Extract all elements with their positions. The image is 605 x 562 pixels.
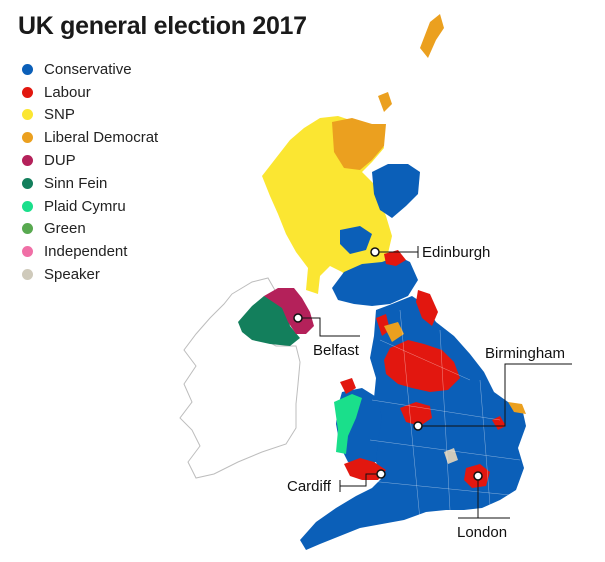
legend-swatch-snp (22, 109, 33, 121)
city-cardiff: Cardiff (287, 469, 386, 495)
east-lib-dem (508, 402, 526, 414)
city-edinburgh: Edinburgh (370, 244, 490, 261)
cardiff-leader-line (340, 473, 377, 487)
legend-item-sinn-fein: Sinn Fein (22, 172, 158, 195)
legend-swatch-conservative (22, 63, 33, 75)
cardiff-label: Cardiff (287, 478, 332, 495)
city-london: London (457, 471, 510, 541)
scotland-conservative-north-east (372, 164, 420, 218)
legend: Conservative Labour SNP Liberal Democrat… (22, 58, 158, 286)
legend-swatch-green (22, 223, 33, 235)
belfast-leader-line (302, 317, 360, 337)
legend-swatch-liberal-democrat (22, 132, 33, 144)
city-birmingham: Birmingham (413, 345, 572, 431)
belfast-label: Belfast (313, 342, 360, 359)
legend-swatch-labour (22, 86, 33, 98)
legend-item-conservative: Conservative (22, 58, 158, 81)
legend-item-speaker: Speaker (22, 263, 158, 286)
legend-item-independent: Independent (22, 240, 158, 263)
legend-label-dup: DUP (44, 152, 76, 170)
north-england-labour (384, 340, 460, 392)
london-label: London (457, 524, 507, 541)
wales-plaid-cymru (334, 394, 362, 454)
scotland-lib-dem (332, 118, 386, 170)
belfast-marker (293, 313, 303, 323)
legend-swatch-speaker (22, 269, 33, 281)
birmingham-label: Birmingham (485, 345, 565, 362)
legend-swatch-sinn-fein (22, 177, 33, 189)
scotland-labour-central (384, 250, 406, 266)
legend-label-independent: Independent (44, 243, 128, 261)
birmingham-leader-line (422, 363, 572, 427)
legend-item-plaid-cymru: Plaid Cymru (22, 195, 158, 218)
speaker-seat (444, 448, 458, 464)
legend-label-conservative: Conservative (44, 60, 132, 78)
london-marker (473, 471, 483, 481)
legend-item-green: Green (22, 218, 158, 241)
legend-item-liberal-democrat: Liberal Democrat (22, 126, 158, 149)
legend-label-sinn-fein: Sinn Fein (44, 174, 108, 192)
north-east-labour (416, 290, 438, 326)
legend-label-labour: Labour (44, 83, 91, 101)
legend-label-green: Green (44, 220, 86, 238)
legend-label-snp: SNP (44, 106, 75, 124)
legend-swatch-independent (22, 246, 33, 258)
islands-lib-dem (378, 14, 444, 112)
legend-swatch-plaid-cymru (22, 200, 33, 212)
edinburgh-marker (370, 247, 380, 257)
legend-item-dup: DUP (22, 149, 158, 172)
lake-district-lib-dem (384, 322, 404, 342)
map-title: UK general election 2017 (18, 12, 307, 40)
city-belfast: Belfast (293, 313, 360, 359)
constituency-boundaries (359, 309, 521, 521)
wales-labour-north (340, 378, 356, 394)
scotland-conservative-borders (332, 256, 418, 306)
legend-item-snp: SNP (22, 104, 158, 127)
cardiff-marker (376, 469, 386, 479)
legend-label-plaid-cymru: Plaid Cymru (44, 197, 126, 215)
edinburgh-label: Edinburgh (422, 244, 490, 261)
legend-swatch-dup (22, 155, 33, 167)
northern-ireland-dup (264, 288, 314, 334)
scotland-conservative-central (340, 226, 372, 254)
legend-label-speaker: Speaker (44, 266, 100, 284)
birmingham-marker (413, 421, 423, 431)
legend-label-liberal-democrat: Liberal Democrat (44, 129, 159, 147)
legend-item-labour: Labour (22, 81, 158, 104)
